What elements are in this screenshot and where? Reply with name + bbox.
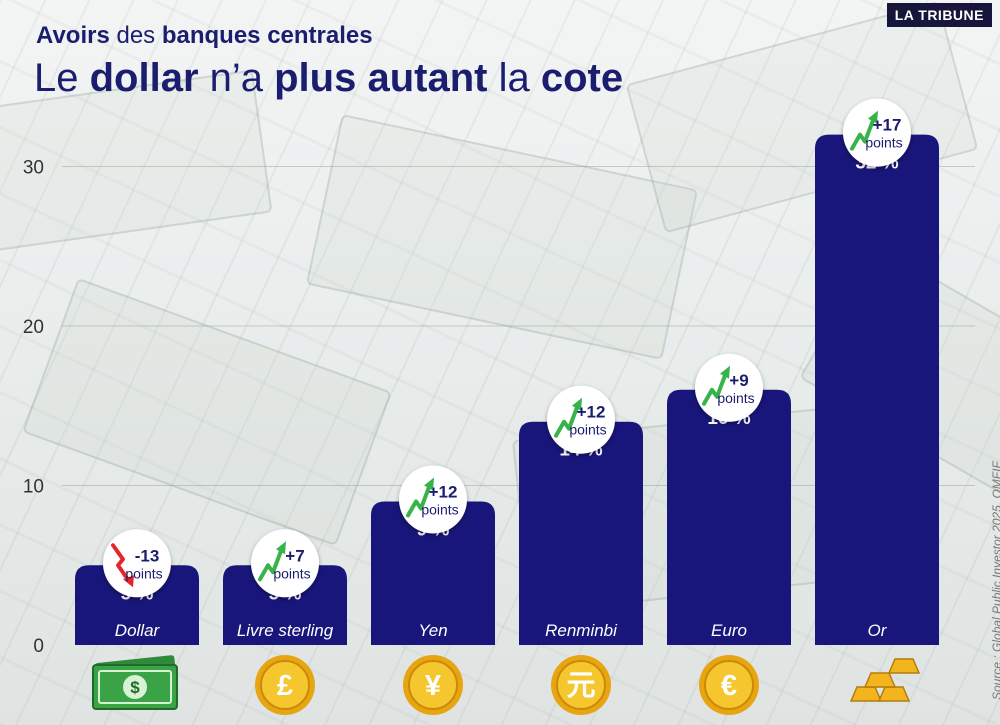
- bar: [371, 501, 495, 645]
- badge-circle: [843, 98, 911, 167]
- category-label: Euro: [711, 621, 747, 640]
- change-unit: points: [125, 565, 162, 581]
- coin-face: [408, 660, 458, 710]
- y-tick-label: 20: [23, 317, 44, 338]
- gold-bars-icon: [849, 658, 921, 702]
- arrow-head: [868, 110, 878, 124]
- change-unit: points: [865, 135, 902, 151]
- change-value: -13: [135, 546, 160, 565]
- banknote-medallion: [123, 675, 147, 699]
- trend-up-arrow-icon: [258, 546, 284, 582]
- brand-logo: LA TRIBUNE: [886, 3, 992, 27]
- bar: [75, 565, 199, 645]
- trend-down-arrow-icon: [111, 543, 131, 584]
- badge-circle: [251, 529, 319, 598]
- trend-up-arrow-icon: [850, 115, 876, 151]
- y-tick-label: 10: [23, 477, 44, 498]
- change-unit: points: [717, 390, 754, 406]
- currency-glyph: ¥: [425, 670, 441, 702]
- yen-coin-icon: ¥: [403, 655, 463, 715]
- change-unit: points: [421, 501, 458, 517]
- arrow-head: [123, 575, 134, 588]
- change-value: +12: [577, 403, 606, 422]
- category-label: Yen: [418, 621, 447, 640]
- badge-circle: [399, 465, 467, 534]
- currency-glyph: $: [130, 678, 140, 697]
- bar: [667, 389, 791, 645]
- coin-face: [704, 660, 754, 710]
- category-label: Or: [868, 621, 888, 640]
- trend-up-arrow-icon: [554, 402, 580, 438]
- gold-bar: [849, 686, 883, 702]
- y-tick-label: 0: [33, 636, 44, 657]
- bar: [815, 134, 939, 645]
- currency-glyph: 元: [566, 670, 595, 702]
- bar: [519, 421, 643, 645]
- currency-glyph: £: [277, 670, 293, 702]
- badge-circle: [695, 353, 763, 422]
- change-value: +7: [285, 546, 304, 565]
- category-label: Dollar: [115, 621, 161, 640]
- coin-face: [260, 660, 310, 710]
- category-label: Livre sterling: [237, 621, 334, 640]
- change-value: +17: [873, 116, 902, 135]
- gold-bar: [887, 658, 921, 674]
- arrow-head: [276, 541, 286, 555]
- arrow-head: [424, 477, 434, 491]
- banknote-border: [98, 670, 172, 704]
- chart-title: Le dollar n’a plus autant la cote: [34, 56, 624, 100]
- trend-up-arrow-icon: [406, 482, 432, 518]
- banknotes-icon: $: [92, 655, 179, 710]
- change-value: +12: [429, 482, 458, 501]
- gold-bar: [863, 672, 897, 688]
- badge-circle: [103, 529, 171, 598]
- chart-subtitle: Avoirs des banques centrales: [36, 22, 373, 49]
- arrow-head: [720, 365, 730, 379]
- currency-glyph: €: [721, 670, 737, 702]
- y-tick-label: 30: [23, 158, 44, 179]
- badge-circle: [547, 385, 615, 454]
- coin-face: [556, 660, 606, 710]
- euro-coin-icon: €: [699, 655, 759, 715]
- trend-up-arrow-icon: [702, 370, 728, 406]
- change-value: +9: [729, 371, 748, 390]
- gold-bar: [877, 686, 911, 702]
- yuan-coin-icon: 元: [551, 655, 611, 715]
- bar: [223, 565, 347, 645]
- arrow-head: [572, 397, 582, 411]
- pound-coin-icon: £: [255, 655, 315, 715]
- change-unit: points: [569, 422, 606, 438]
- change-unit: points: [273, 565, 310, 581]
- category-label: Renminbi: [545, 621, 618, 640]
